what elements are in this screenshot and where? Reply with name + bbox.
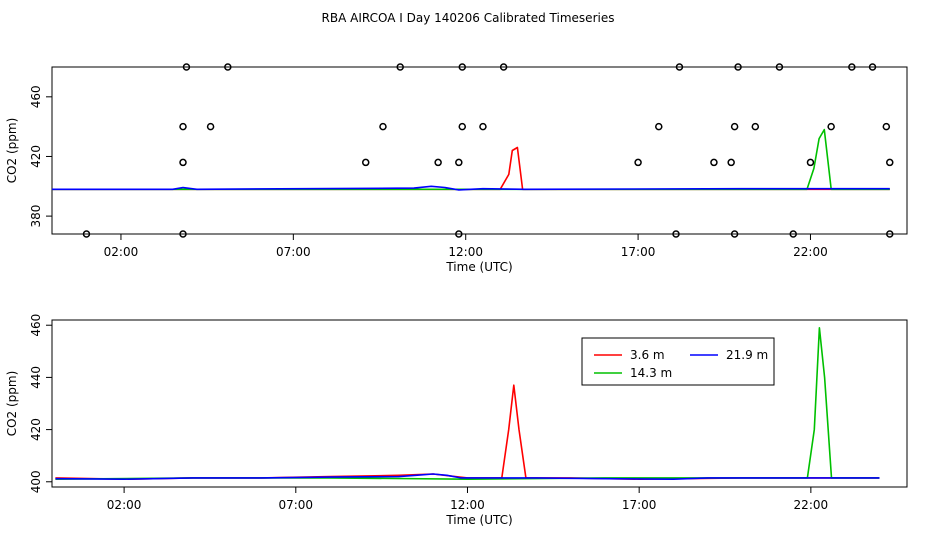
x-tick-label: 07:00 [278, 498, 313, 512]
legend: 3.6 m 14.3 m 21.9 m [581, 337, 775, 386]
outlier-point [396, 63, 404, 71]
outlier-point [727, 158, 735, 167]
legend-label-2: 14.3 m [630, 366, 672, 380]
outlier-point [827, 122, 835, 131]
outlier-point [82, 230, 91, 238]
outlier-point [182, 63, 191, 71]
outlier-point [455, 230, 463, 238]
y-tick-label: 400 [29, 470, 43, 493]
top-panel: 02:00 07:00 12:00 17:00 22:00 Time (UTC) 380 42… [5, 63, 908, 274]
outlier-point [455, 158, 463, 167]
outlier-point [224, 63, 232, 71]
outlier-point [886, 230, 894, 238]
outlier-point [672, 230, 680, 238]
outlier-point [179, 230, 187, 238]
outlier-point [655, 122, 663, 131]
outlier-point [675, 63, 684, 71]
y-axis-label: CO2 (ppm) [5, 118, 19, 184]
x-tick-label: 02:00 [104, 245, 139, 259]
legend-label-1: 3.6 m [630, 348, 665, 362]
y-tick-label: 460 [29, 85, 43, 108]
y-tick-label: 420 [29, 418, 43, 441]
outlier-point [361, 158, 370, 167]
outlier-point [730, 122, 739, 131]
y-tick-label: 440 [29, 366, 43, 389]
outlier-point [206, 122, 215, 131]
outlier-point [882, 122, 891, 131]
outlier-point [458, 63, 467, 71]
legend-box [581, 337, 775, 386]
outlier-point [730, 230, 739, 238]
series-line-1 [55, 384, 880, 481]
outlier-point [179, 158, 187, 167]
outlier-point [775, 63, 784, 71]
outlier-point [434, 158, 442, 167]
series-line-3 [55, 473, 880, 481]
outlier-point [886, 158, 894, 167]
y-tick-label: 420 [29, 145, 43, 168]
x-axis-label: Time (UTC) [445, 260, 512, 274]
outlier-point [479, 122, 487, 131]
x-tick-label: 12:00 [450, 498, 485, 512]
y-tick-label: 460 [29, 314, 43, 337]
outlier-point [868, 63, 877, 71]
outlier-point [499, 63, 508, 71]
y-axis-label: CO2 (ppm) [5, 371, 19, 437]
figure-title: RBA AIRCOA I Day 140206 Calibrated Times… [322, 11, 615, 25]
plot-frame [51, 66, 908, 235]
x-axis-label: Time (UTC) [445, 513, 512, 527]
outlier-point [848, 63, 856, 71]
x-tick-label: 12:00 [448, 245, 483, 259]
x-tick-label: 22:00 [793, 245, 828, 259]
outlier-point [179, 122, 187, 131]
outlier-point [806, 158, 815, 167]
bottom-panel: 02:00 07:00 12:00 17:00 22:00 Time (UTC) 400 42… [5, 314, 908, 527]
outlier-point [379, 122, 387, 131]
legend-label-3: 21.9 m [726, 348, 768, 362]
y-tick-label: 380 [29, 205, 43, 228]
x-tick-label: 07:00 [276, 245, 311, 259]
outlier-point [734, 63, 742, 71]
series-line-1 [52, 146, 890, 191]
outlier-point [710, 158, 718, 167]
series-line-3 [52, 185, 890, 191]
x-tick-label: 17:00 [621, 245, 656, 259]
outlier-point [789, 230, 797, 238]
series-line-2 [52, 128, 890, 191]
x-tick-label: 02:00 [107, 498, 142, 512]
x-tick-label: 17:00 [622, 498, 657, 512]
outlier-point [458, 122, 467, 131]
outlier-point [634, 158, 642, 167]
plot-frame [51, 319, 908, 488]
outlier-point [751, 122, 760, 131]
x-tick-label: 22:00 [794, 498, 829, 512]
